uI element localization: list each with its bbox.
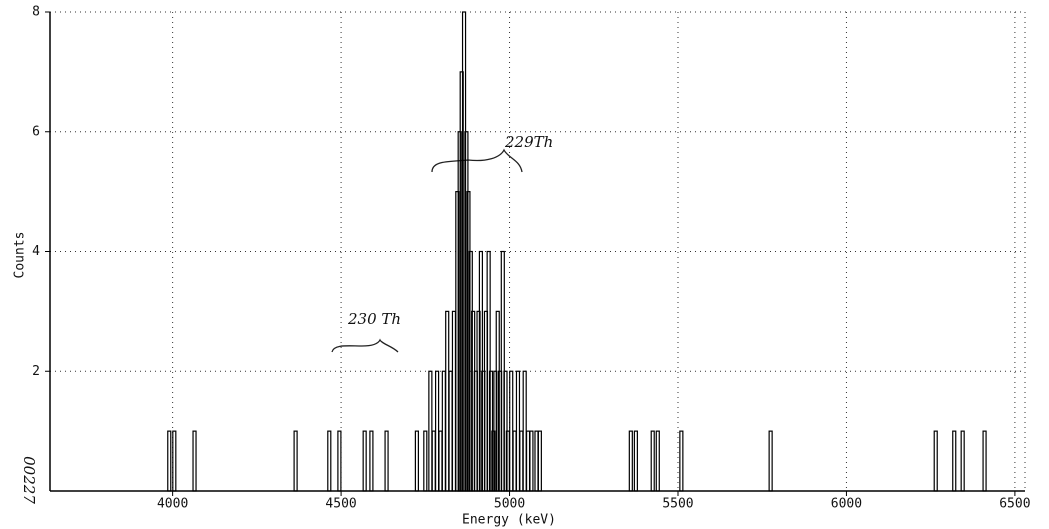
bar (982, 430, 987, 492)
bar (509, 370, 514, 492)
y-tick-label: 8 (32, 5, 40, 20)
bar (529, 430, 534, 492)
x-tick-label: 5500 (662, 497, 693, 512)
bar (337, 430, 342, 492)
bar (933, 430, 938, 492)
bar (438, 430, 443, 492)
bar (451, 310, 457, 492)
bar (167, 430, 172, 492)
annotation: 230 Th (347, 310, 401, 328)
y-tick-label: 6 (32, 124, 40, 139)
bar (679, 430, 684, 492)
bar (515, 370, 521, 492)
bar (327, 430, 332, 492)
bar (505, 430, 510, 492)
annotation: 00227 (20, 456, 38, 504)
bar (192, 430, 197, 492)
bar (362, 430, 367, 492)
bar (537, 430, 542, 492)
bar (768, 430, 773, 492)
bar (468, 250, 473, 492)
y-tick-label: 2 (32, 364, 40, 379)
bar (461, 11, 467, 492)
bar (493, 370, 498, 492)
bar (952, 430, 957, 492)
bar (423, 430, 428, 492)
bar (525, 430, 531, 492)
bar (650, 430, 655, 492)
bar (633, 430, 638, 492)
bar (466, 191, 471, 492)
bar (172, 430, 177, 492)
x-tick-label: 5000 (494, 497, 525, 512)
bar (519, 430, 524, 492)
x-tick-label: 6500 (999, 497, 1030, 512)
x-tick-label: 6000 (831, 497, 862, 512)
bar (459, 71, 464, 492)
bar (512, 430, 517, 492)
bar (495, 310, 500, 492)
bar (655, 430, 660, 492)
bar (369, 430, 374, 492)
brace (331, 338, 399, 353)
bar (293, 430, 298, 492)
bar (445, 310, 450, 492)
y-tick-label: 4 (32, 244, 40, 259)
bar (476, 310, 481, 492)
x-tick-label: 4500 (325, 497, 356, 512)
bar (431, 430, 436, 492)
bar (522, 370, 527, 492)
bar (428, 370, 433, 492)
x-axis-label: Energy (keV) (462, 513, 556, 528)
bar (448, 370, 453, 492)
bar (534, 430, 539, 492)
x-tick-label: 4000 (157, 497, 188, 512)
bar (628, 430, 633, 492)
brace (431, 148, 523, 173)
bar (435, 370, 440, 492)
bar (960, 430, 965, 492)
bar (441, 370, 446, 492)
annotation: 229Th (504, 133, 553, 151)
bar (384, 430, 389, 492)
y-axis-label: Counts (13, 232, 28, 279)
bar (414, 430, 419, 492)
bar (455, 191, 460, 492)
